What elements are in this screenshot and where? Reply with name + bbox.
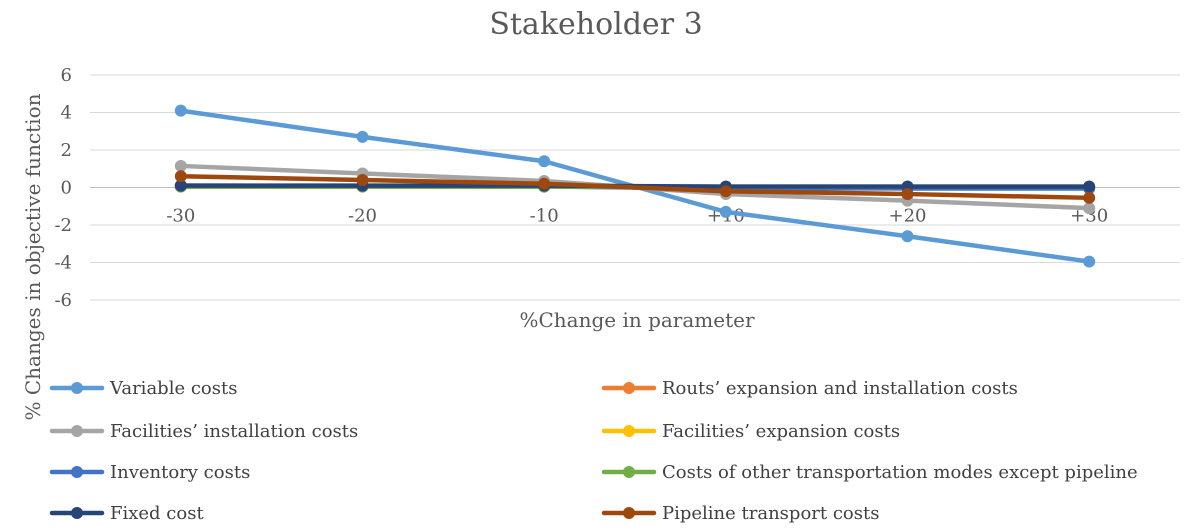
y-tick-labels: 6 4 2 0 -2 -4 -6 <box>54 65 72 311</box>
legend: Variable costs Routs’ expansion and insta… <box>49 378 1138 524</box>
data-point <box>1083 180 1096 193</box>
series-line <box>178 174 1092 201</box>
data-point <box>901 230 914 243</box>
data-point <box>1083 255 1096 268</box>
data-point <box>719 205 732 218</box>
data-point <box>538 155 551 168</box>
x-tick-label: +30 <box>1070 206 1108 227</box>
data-point <box>1083 202 1096 215</box>
legend-label: Facilities’ installation costs <box>110 421 358 442</box>
y-tick-label: 4 <box>61 103 72 124</box>
data-point <box>901 188 914 201</box>
legend-swatch-marker <box>71 466 83 478</box>
legend-label: Fixed cost <box>110 503 204 524</box>
legend-label: Inventory costs <box>110 462 250 483</box>
legend-item: Facilities’ installation costs <box>49 421 358 442</box>
x-tick-label: -20 <box>348 206 377 227</box>
legend-label: Pipeline transport costs <box>662 503 879 524</box>
legend-item: Variable costs <box>49 378 237 399</box>
x-tick-label: +20 <box>889 206 927 227</box>
legend-swatch-marker <box>623 507 635 519</box>
data-point <box>356 174 369 186</box>
data-point <box>174 179 187 192</box>
legend-item: Inventory costs <box>49 462 250 483</box>
series-lines <box>174 104 1096 268</box>
legend-swatch-marker <box>623 382 635 394</box>
y-tick-label: -2 <box>54 215 72 236</box>
data-point <box>356 130 369 143</box>
legend-swatch-marker <box>623 466 635 478</box>
x-tick-label: -30 <box>166 206 195 227</box>
legend-item: Fixed cost <box>49 503 204 524</box>
legend-swatch-marker <box>71 507 83 519</box>
y-axis-label: % Changes in objective function <box>21 93 45 420</box>
legend-item: Pipeline transport costs <box>601 503 879 524</box>
data-point <box>1083 191 1096 204</box>
data-point <box>174 104 187 117</box>
legend-label: Routs’ expansion and installation costs <box>662 378 1018 399</box>
legend-swatch-marker <box>623 425 635 437</box>
x-tick-labels: -30-20-10+10+20+30 <box>166 206 1108 227</box>
x-axis-label: %Change in parameter <box>519 308 755 332</box>
y-tick-label: 0 <box>61 178 72 199</box>
y-tick-label: 2 <box>61 140 72 161</box>
data-point <box>174 159 187 172</box>
data-point <box>538 177 551 190</box>
y-tick-label: 6 <box>61 65 72 86</box>
legend-label: Variable costs <box>109 378 237 399</box>
legend-item: Facilities’ expansion costs <box>601 421 900 442</box>
chart-title: Stakeholder 3 <box>489 7 702 42</box>
legend-swatch-marker <box>71 382 83 394</box>
legend-item: Routs’ expansion and installation costs <box>601 378 1018 399</box>
legend-label: Facilities’ expansion costs <box>662 421 900 442</box>
legend-label: Costs of other transportation modes exce… <box>662 462 1138 483</box>
legend-item: Costs of other transportation modes exce… <box>601 462 1138 483</box>
series-7 <box>174 170 1096 204</box>
y-tick-label: -4 <box>54 253 72 274</box>
data-point <box>719 185 732 198</box>
y-tick-label: -6 <box>54 290 72 311</box>
x-tick-label: -10 <box>530 206 559 227</box>
legend-swatch-marker <box>71 425 83 437</box>
data-point <box>174 170 187 183</box>
